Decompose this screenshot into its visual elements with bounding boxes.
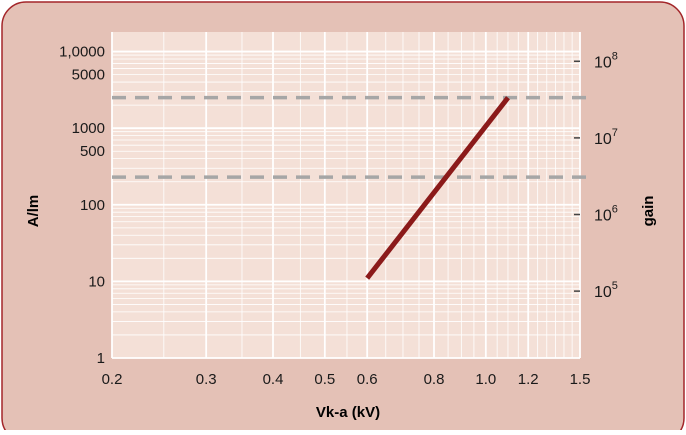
y2-tick-label: 108 bbox=[594, 50, 618, 71]
plot-area bbox=[112, 32, 580, 358]
y2-axis-ticks: 105 106 107 108 bbox=[574, 50, 618, 301]
x-tick-label: 1.0 bbox=[475, 371, 496, 388]
y2-axis-label: gain bbox=[640, 196, 657, 227]
y-tick-label: 1000 bbox=[72, 120, 105, 137]
x-axis-label: Vk-a (kV) bbox=[316, 404, 380, 421]
x-tick-label: 0.8 bbox=[424, 371, 445, 388]
y-tick-label: 1,0000 bbox=[59, 44, 105, 61]
y-tick-label: 500 bbox=[80, 143, 105, 160]
reference-lines bbox=[112, 95, 592, 179]
y-tick-label: 10 bbox=[88, 273, 105, 290]
x-tick-label: 0.5 bbox=[314, 371, 335, 388]
grid bbox=[111, 32, 581, 359]
series bbox=[365, 96, 510, 280]
y-axis-ticks: 1 10 100 500 1000 5000 1,0000 bbox=[59, 44, 105, 367]
y2-tick-label: 105 bbox=[594, 280, 618, 301]
x-axis-ticks: 0.2 0.3 0.4 0.5 0.6 0.8 1.0 1.2 1.5 bbox=[102, 371, 591, 388]
x-tick-label: 0.6 bbox=[357, 371, 378, 388]
y-tick-label: 100 bbox=[80, 197, 105, 214]
x-tick-label: 0.4 bbox=[263, 371, 284, 388]
y-tick-label: 1 bbox=[97, 350, 105, 367]
x-tick-label: 1.5 bbox=[570, 371, 591, 388]
series-line bbox=[365, 96, 510, 280]
x-tick-label: 1.2 bbox=[518, 371, 539, 388]
y-tick-label: 5000 bbox=[72, 67, 105, 84]
x-tick-label: 0.3 bbox=[196, 371, 217, 388]
y2-tick-label: 106 bbox=[594, 204, 618, 225]
y2-tick-label: 107 bbox=[594, 127, 618, 148]
x-tick-label: 0.2 bbox=[102, 371, 123, 388]
y-axis-label: A/lm bbox=[25, 195, 42, 228]
